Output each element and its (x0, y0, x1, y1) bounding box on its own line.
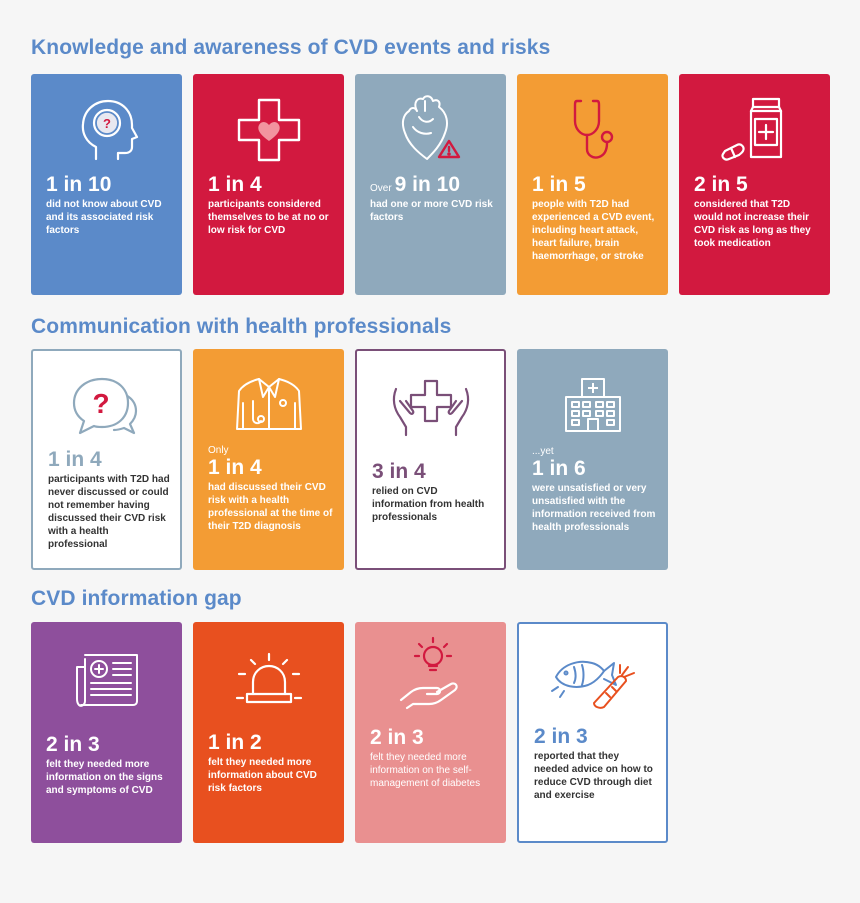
medication-icon (679, 90, 830, 170)
stat-description: participants with T2D had never discusse… (48, 474, 170, 550)
stat-card-never-discussed: ? 1 in 4 participants with T2D had never… (31, 349, 182, 570)
stat-description: had one or more CVD risk factors (370, 199, 493, 223)
stat-description: participants considered themselves to be… (208, 199, 329, 236)
stat-value: 1 in 4 (48, 448, 102, 471)
stat-card-signs-symptoms: 2 in 3 felt they needed more information… (31, 622, 182, 843)
stat-card-risk-factors-info: 1 in 2 felt they needed more information… (193, 622, 344, 843)
stat-value: 1 in 5 (532, 173, 586, 196)
head-question-icon: ? (31, 90, 182, 170)
stat-card-discussed-at-diagnosis: Only 1 in 4 had discussed their CVD risk… (193, 349, 344, 570)
stat-prefix: Only (208, 445, 229, 456)
stat-value: 2 in 3 (370, 726, 424, 749)
stat-card-low-risk-perception: 1 in 4 participants considered themselve… (193, 74, 344, 295)
stat-value: 2 in 3 (534, 725, 588, 748)
stat-card-relied-on-hps: 3 in 4 relied on CVD information from he… (355, 349, 506, 570)
stat-prefix: Over (370, 183, 392, 194)
stat-card-unsatisfied: ...yet 1 in 6 were unsatisfied or very u… (517, 349, 668, 570)
stethoscope-icon (517, 90, 668, 170)
section-title-information-gap: CVD information gap (31, 587, 242, 610)
stat-value: 1 in 6 (532, 457, 586, 480)
section-title-knowledge: Knowledge and awareness of CVD events an… (31, 36, 551, 59)
stat-value: 2 in 3 (46, 733, 100, 756)
stat-card-diet-exercise: 2 in 3 reported that they needed advice … (517, 622, 668, 843)
stat-description: felt they needed more information about … (208, 757, 317, 794)
stat-value: 1 in 4 (208, 456, 262, 479)
heart-warning-icon (355, 90, 506, 170)
stat-description: felt they needed more information on the… (46, 759, 163, 796)
stat-card-no-cvd-knowledge: ? 1 in 10 did not know about CVD and its… (31, 74, 182, 295)
stat-description: did not know about CVD and its associate… (46, 199, 162, 236)
stat-description: relied on CVD information from health pr… (372, 486, 485, 523)
svg-text:?: ? (92, 388, 109, 419)
stat-card-risk-factors: Over 9 in 10 had one or more CVD risk fac… (355, 74, 506, 295)
section-title-communication: Communication with health professionals (31, 315, 452, 338)
stat-card-medication: 2 in 5 considered that T2D would not inc… (679, 74, 830, 295)
stat-description: were unsatisfied or very unsatisfied wit… (532, 483, 656, 533)
stat-description: people with T2D had experienced a CVD ev… (532, 199, 655, 262)
hospital-icon (517, 365, 668, 445)
newspaper-icon (31, 638, 182, 718)
svg-text:?: ? (103, 116, 111, 131)
stat-value: 1 in 4 (208, 173, 262, 196)
hand-lightbulb-icon (355, 634, 506, 714)
fish-carrot-icon (519, 640, 666, 720)
stat-value: 9 in 10 (394, 173, 461, 196)
hands-cross-icon (357, 367, 504, 447)
stat-value: 1 in 2 (208, 731, 262, 754)
stat-value: 3 in 4 (372, 460, 426, 483)
speech-question-icon: ? (33, 367, 180, 447)
stat-card-self-management: 2 in 3 felt they needed more information… (355, 622, 506, 843)
stat-description: reported that they needed advice on how … (534, 751, 653, 801)
stat-prefix: ...yet (532, 446, 554, 457)
medical-cross-heart-icon (193, 90, 344, 170)
alarm-light-icon (193, 638, 344, 718)
stat-card-cvd-events: 1 in 5 people with T2D had experienced a… (517, 74, 668, 295)
stat-description: had discussed their CVD risk with a heal… (208, 482, 333, 532)
stat-description: considered that T2D would not increase t… (694, 199, 811, 249)
stat-description: felt they needed more information on the… (370, 752, 481, 789)
doctor-coat-icon (193, 365, 344, 445)
stat-value: 2 in 5 (694, 173, 748, 196)
stat-value: 1 in 10 (46, 173, 112, 196)
